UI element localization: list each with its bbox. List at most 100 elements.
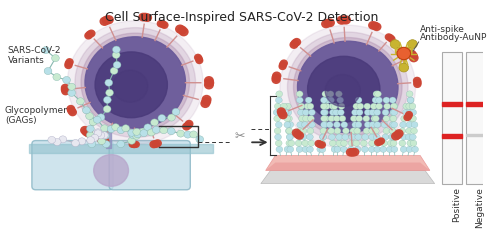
Circle shape: [326, 20, 334, 27]
Circle shape: [362, 134, 368, 141]
Circle shape: [94, 129, 102, 136]
Circle shape: [100, 132, 108, 139]
Circle shape: [97, 132, 105, 139]
Circle shape: [66, 60, 73, 66]
Circle shape: [339, 116, 346, 122]
Circle shape: [353, 141, 360, 147]
Circle shape: [414, 82, 421, 88]
Circle shape: [279, 64, 286, 70]
Circle shape: [320, 116, 328, 122]
Circle shape: [304, 104, 311, 110]
Circle shape: [341, 122, 347, 128]
Circle shape: [48, 137, 56, 144]
Circle shape: [86, 113, 94, 120]
Circle shape: [409, 53, 417, 60]
Circle shape: [320, 134, 326, 141]
Circle shape: [89, 119, 97, 126]
Circle shape: [328, 98, 334, 104]
Circle shape: [86, 126, 94, 133]
Bar: [106, 130, 111, 149]
Circle shape: [317, 142, 324, 148]
Circle shape: [324, 20, 332, 28]
Circle shape: [276, 141, 282, 147]
Circle shape: [395, 130, 403, 138]
Circle shape: [112, 47, 120, 54]
Circle shape: [410, 55, 418, 63]
Circle shape: [186, 121, 193, 128]
Circle shape: [408, 116, 414, 122]
Circle shape: [357, 104, 364, 110]
Circle shape: [95, 53, 168, 118]
Circle shape: [410, 116, 416, 122]
Circle shape: [406, 147, 413, 153]
Circle shape: [308, 116, 314, 122]
Circle shape: [384, 104, 390, 110]
Circle shape: [402, 110, 409, 116]
Circle shape: [52, 55, 60, 62]
Bar: [442, 102, 462, 107]
Circle shape: [101, 138, 109, 145]
Circle shape: [325, 75, 360, 107]
Circle shape: [368, 141, 376, 147]
Circle shape: [372, 116, 380, 122]
Circle shape: [286, 128, 292, 134]
Circle shape: [65, 63, 72, 69]
Circle shape: [400, 122, 406, 128]
Circle shape: [352, 110, 358, 116]
Circle shape: [369, 110, 376, 116]
Circle shape: [202, 96, 211, 104]
Circle shape: [334, 128, 341, 134]
Text: SARS-CoV-2
Variants: SARS-CoV-2 Variants: [8, 46, 61, 65]
Circle shape: [190, 131, 198, 138]
Circle shape: [129, 142, 136, 148]
Circle shape: [274, 104, 281, 110]
Circle shape: [374, 134, 380, 141]
Circle shape: [102, 17, 111, 25]
Circle shape: [338, 104, 345, 110]
Circle shape: [334, 116, 340, 122]
Circle shape: [414, 78, 420, 85]
Circle shape: [387, 36, 394, 42]
Circle shape: [102, 141, 110, 148]
Circle shape: [98, 138, 106, 145]
Circle shape: [308, 141, 314, 147]
Circle shape: [391, 147, 398, 153]
Text: Positive: Positive: [452, 186, 461, 221]
Circle shape: [331, 104, 338, 110]
Circle shape: [320, 128, 327, 134]
Circle shape: [390, 134, 396, 141]
Circle shape: [364, 104, 370, 110]
Bar: [466, 134, 485, 136]
Circle shape: [202, 98, 210, 106]
Circle shape: [370, 104, 377, 110]
Circle shape: [348, 149, 356, 156]
Circle shape: [322, 91, 328, 98]
Circle shape: [320, 134, 326, 141]
Circle shape: [274, 110, 280, 116]
Circle shape: [407, 98, 414, 104]
Circle shape: [328, 116, 335, 122]
Circle shape: [300, 128, 307, 134]
Circle shape: [306, 147, 314, 153]
Circle shape: [292, 41, 299, 47]
Circle shape: [392, 133, 400, 140]
Circle shape: [94, 130, 102, 137]
Circle shape: [154, 140, 161, 147]
Circle shape: [302, 110, 309, 116]
Circle shape: [308, 122, 316, 128]
Circle shape: [315, 141, 322, 147]
Circle shape: [196, 57, 202, 63]
Circle shape: [296, 128, 303, 134]
Circle shape: [278, 109, 285, 116]
Circle shape: [84, 130, 92, 137]
Circle shape: [286, 134, 294, 141]
Circle shape: [296, 147, 303, 153]
Circle shape: [354, 147, 361, 153]
Polygon shape: [261, 171, 434, 184]
Circle shape: [276, 147, 282, 153]
Circle shape: [406, 112, 412, 118]
Circle shape: [363, 128, 370, 134]
Circle shape: [274, 134, 281, 141]
Circle shape: [276, 122, 282, 128]
Circle shape: [286, 141, 292, 147]
